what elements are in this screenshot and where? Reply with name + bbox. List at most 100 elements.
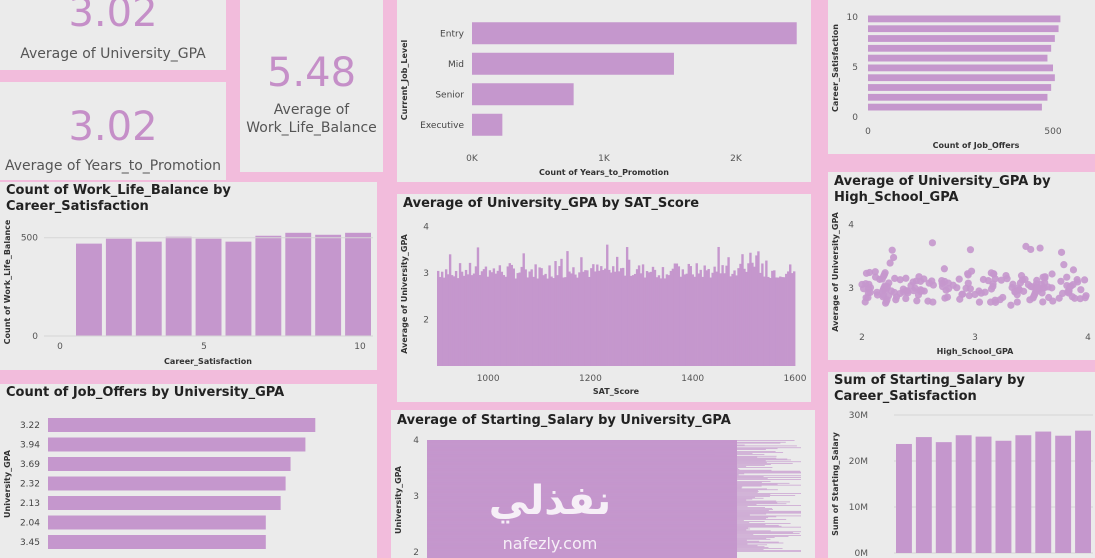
kpi-card-years-to-promotion: 3.02 Average of Years_to_Promotion <box>0 82 226 180</box>
bar <box>427 483 778 485</box>
scatter-point <box>1049 297 1057 305</box>
bar <box>729 276 732 366</box>
bar <box>520 266 523 366</box>
bar <box>506 266 509 366</box>
x-tick-label: 2K <box>730 154 743 164</box>
bar <box>488 270 492 366</box>
bar <box>427 472 801 474</box>
scatter-point <box>1020 287 1028 295</box>
y-tick-label: 2 <box>423 316 429 326</box>
bar <box>427 529 747 531</box>
bar <box>789 264 792 366</box>
bar <box>427 517 769 519</box>
bar <box>510 264 513 366</box>
chart-title-line1: Sum of Starting_Salary by <box>834 373 1025 388</box>
bar <box>580 257 583 366</box>
bar <box>627 259 631 366</box>
bar <box>427 462 767 464</box>
bar <box>623 275 627 366</box>
y-tick-label: 0M <box>855 549 869 558</box>
scatter-point <box>883 282 891 291</box>
scatter-point <box>942 286 950 294</box>
chart-title: Average of Starting_Salary by University… <box>397 413 731 428</box>
bar <box>705 270 708 366</box>
bar <box>427 548 783 549</box>
category-label: 3.22 <box>20 421 40 431</box>
scatter-point <box>890 288 898 297</box>
category-label: Mid <box>448 60 464 70</box>
x-tick-label: 10 <box>354 342 366 352</box>
bar <box>494 273 498 366</box>
scatter-point <box>915 273 923 281</box>
scatter-point <box>892 296 900 304</box>
x-tick-label: 1K <box>598 154 611 164</box>
bar <box>761 263 764 366</box>
bar <box>538 267 541 366</box>
watermark-latin: nafezly.com <box>502 534 598 553</box>
scatter-point <box>956 295 964 303</box>
bar <box>472 273 476 366</box>
bar <box>687 263 690 366</box>
scatter-point <box>1036 244 1044 252</box>
bar <box>679 276 683 366</box>
bar <box>427 454 716 456</box>
bar <box>427 535 801 536</box>
chart-job-level-panel: Entry Mid Senior Executive 0K 1K 2K Count of Ye… <box>397 0 811 182</box>
chart-wlb-panel: Count of Work_Life_Balance by Career_Sat… <box>0 182 377 370</box>
bar <box>552 278 555 366</box>
bar <box>427 524 779 526</box>
x-axis-label: Count of Years_to_Promotion <box>539 168 669 177</box>
bar <box>562 277 565 366</box>
bar <box>427 500 777 502</box>
bar <box>757 251 760 366</box>
bar <box>536 278 539 366</box>
chart-gpa-sat: 2 3 4 1000 1200 1400 1600 SAT_Score Average of U… <box>400 223 807 396</box>
bar <box>427 516 777 518</box>
y-axis-label: University_GPA <box>3 449 12 518</box>
bar <box>783 277 786 366</box>
bar <box>657 275 661 366</box>
category-label: Senior <box>435 90 464 100</box>
bar <box>544 273 547 366</box>
bar <box>427 480 738 481</box>
bar <box>631 275 635 366</box>
y-axis-label: Count of Work_Life_Balance <box>3 219 12 344</box>
bar <box>48 418 316 432</box>
bar <box>550 276 553 366</box>
bar <box>484 266 488 366</box>
kpi-value: 3.02 <box>68 104 158 150</box>
x-tick-label: 1200 <box>579 374 602 384</box>
bar <box>915 437 932 553</box>
y-tick-label: 500 <box>21 234 38 244</box>
bar <box>486 276 490 366</box>
bar <box>476 247 480 366</box>
bar <box>504 276 508 366</box>
scatter-point <box>902 294 910 303</box>
chart-gpa-sat-panel: Average of University_GPA by SAT_Score 2… <box>397 194 811 402</box>
kpi-label-line1: Average of <box>273 102 350 118</box>
bar <box>500 271 504 366</box>
bar <box>868 35 1055 42</box>
bar <box>558 266 561 366</box>
category-label: 2.04 <box>20 519 40 529</box>
bar <box>468 262 472 366</box>
bar <box>427 498 753 500</box>
bar <box>868 93 1048 101</box>
bar <box>868 54 1048 62</box>
bar <box>427 440 795 441</box>
bar <box>427 487 742 489</box>
bar <box>427 512 801 514</box>
scatter-point <box>1069 266 1078 274</box>
scatter-point <box>938 276 946 285</box>
bar <box>427 475 801 477</box>
bar <box>427 507 766 508</box>
bar <box>522 253 525 366</box>
bar <box>777 277 780 366</box>
bar <box>727 257 730 366</box>
bar <box>785 273 788 366</box>
bar <box>427 467 773 468</box>
bar <box>76 243 102 336</box>
bar <box>427 508 773 509</box>
bar <box>427 486 743 488</box>
kpi-card-university-gpa: 3.02 Average of University_GPA <box>0 0 226 70</box>
